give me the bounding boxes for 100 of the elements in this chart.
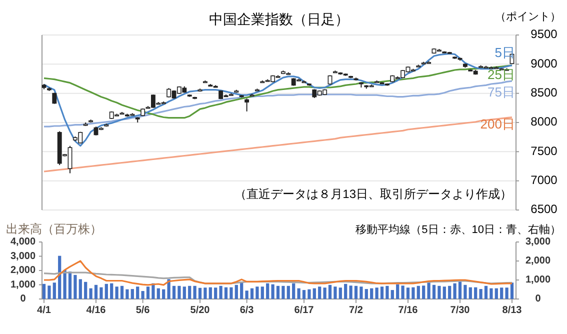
bar — [266, 283, 270, 299]
bar — [276, 286, 280, 299]
bar — [297, 288, 300, 299]
bar — [302, 290, 306, 299]
bar — [458, 282, 462, 299]
bar — [484, 286, 488, 299]
x-tick-label: 5/20 — [190, 305, 210, 316]
bar — [468, 287, 472, 299]
bar — [250, 288, 254, 299]
bar — [230, 287, 233, 299]
bar — [453, 283, 456, 299]
bar — [208, 287, 212, 299]
y-tick-label: 4,000 — [10, 236, 36, 248]
x-tick-label: 7/30 — [450, 305, 470, 316]
bar — [245, 290, 248, 299]
bar — [282, 286, 285, 299]
y2-axis-title: 移動平均線（5日：赤、10日：青、右軸） — [356, 223, 561, 236]
bar — [412, 287, 415, 299]
y-tick-label: 2,000 — [10, 265, 36, 276]
bar — [505, 288, 508, 299]
bar — [42, 284, 46, 299]
bar — [510, 282, 514, 299]
bar — [360, 286, 363, 299]
y-tick-label: 3,000 — [10, 250, 36, 262]
bar — [401, 286, 404, 299]
candlestick — [244, 98, 250, 112]
bar — [115, 286, 118, 299]
bar — [349, 286, 352, 299]
bar — [182, 286, 186, 299]
bar — [292, 283, 296, 299]
bar — [48, 286, 51, 299]
bar — [442, 286, 446, 299]
x-tick-label: 6/17 — [294, 305, 314, 316]
bar — [198, 288, 202, 299]
bar — [78, 279, 82, 299]
y-tick-label: 7000 — [530, 173, 558, 188]
series-label: 75日 — [488, 84, 515, 100]
y-tick-label: 6500 — [530, 202, 558, 216]
bar — [126, 289, 129, 299]
bar — [74, 274, 77, 299]
bar — [156, 288, 160, 299]
bar — [214, 288, 218, 299]
bar — [354, 286, 358, 299]
bar — [323, 288, 326, 299]
bar — [416, 286, 420, 299]
bar — [162, 289, 166, 299]
bar — [120, 286, 124, 299]
bar — [219, 286, 222, 299]
bar — [427, 282, 430, 299]
bar — [334, 286, 337, 299]
bar — [308, 289, 311, 299]
bar — [312, 288, 316, 299]
bar — [84, 282, 88, 299]
bar — [370, 288, 374, 299]
series-label: 200日 — [480, 116, 515, 132]
bar — [104, 284, 108, 299]
bar — [432, 284, 436, 299]
line-series — [43, 116, 513, 172]
x-tick-label: 6/3 — [240, 305, 254, 316]
x-tick-label: 4/16 — [86, 305, 106, 316]
bar — [422, 286, 426, 299]
bar — [63, 270, 66, 299]
y-axis-title: 出来高（百万株） — [6, 222, 102, 236]
bar — [68, 271, 72, 299]
bar — [380, 286, 384, 299]
bar — [438, 286, 441, 299]
bar — [286, 286, 290, 299]
y-tick-label: 8000 — [530, 114, 558, 129]
bar — [188, 286, 192, 299]
y-axis-title: （ポイント） — [495, 11, 561, 23]
x-tick-label: 5/6 — [136, 305, 150, 316]
y-tick-label: 9000 — [530, 56, 558, 70]
bar — [167, 279, 170, 299]
bar — [260, 286, 264, 299]
x-tick-label: 8/13 — [502, 305, 522, 316]
y-tick-label: 1,000 — [10, 279, 36, 290]
bar — [364, 289, 368, 299]
bar — [204, 288, 207, 299]
bar — [271, 284, 274, 299]
bar — [256, 286, 259, 299]
bar — [141, 291, 144, 299]
bar — [396, 284, 400, 299]
bar — [464, 284, 467, 299]
y-tick-label: 8500 — [530, 86, 558, 100]
bar — [94, 284, 98, 299]
line-series — [43, 260, 513, 286]
bar — [52, 282, 56, 299]
y-tick-label: 9500 — [530, 27, 558, 42]
bar — [178, 286, 181, 299]
bar — [172, 286, 176, 299]
bar — [100, 287, 103, 299]
bar — [146, 286, 150, 299]
bar — [136, 286, 140, 299]
y-tick-label: 0 — [20, 294, 26, 305]
bar — [224, 287, 228, 299]
x-tick-label: 7/16 — [398, 305, 418, 316]
bar — [490, 288, 493, 299]
bar — [386, 286, 389, 299]
bar — [338, 288, 342, 299]
x-tick-label: 7/2 — [349, 305, 364, 316]
